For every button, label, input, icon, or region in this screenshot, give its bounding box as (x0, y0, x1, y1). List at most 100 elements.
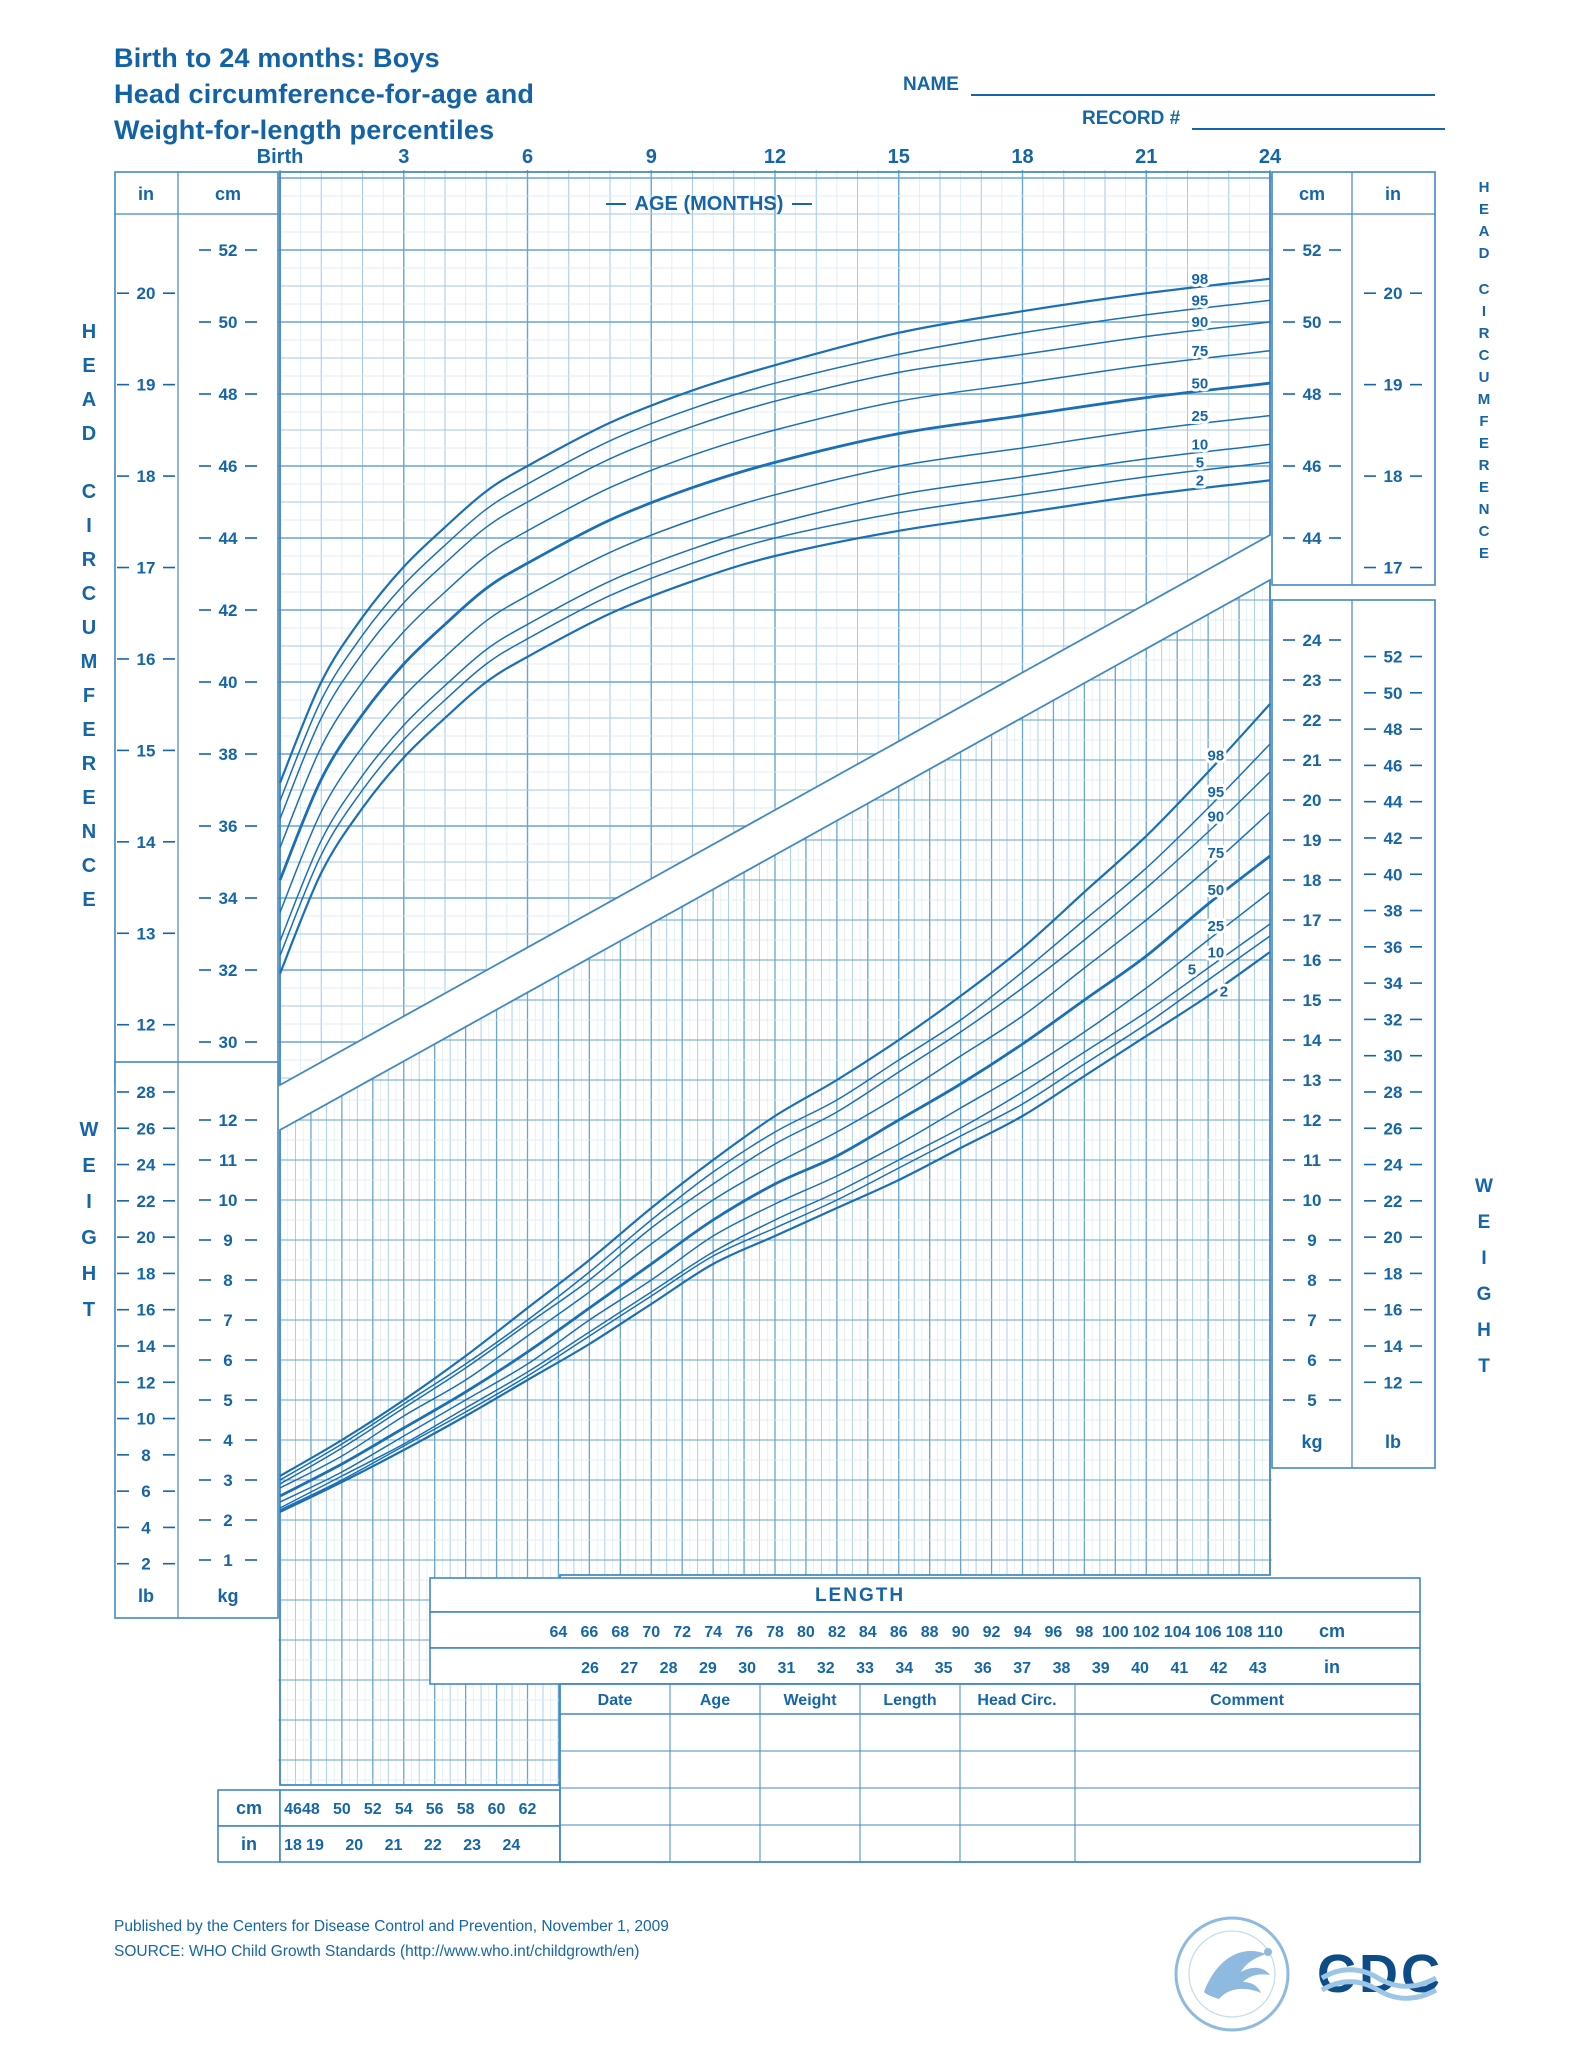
hc-right-axis-box (1271, 171, 1436, 586)
title-line-1: Birth to 24 months: Boys (114, 43, 440, 73)
hc-percentile-label-95: 95 (1192, 293, 1209, 310)
cdc-logo-wave (1320, 1967, 1438, 1989)
axis-tick-label: 26 (137, 1119, 156, 1138)
axis-tick-label: 19 (137, 376, 156, 395)
axis-tick-label: 23 (1303, 671, 1322, 690)
axis-tick-label: 20 (1384, 284, 1403, 303)
length-cm-tick: 88 (921, 1624, 939, 1641)
vertical-title-letter: R (1479, 457, 1490, 474)
wfl-percentile-curve-75 (279, 811, 1271, 1489)
small-length-cm-tick: 46 (284, 1801, 302, 1818)
axis-tick-label: 18 (137, 1264, 156, 1283)
axis-tick-label: 17 (1303, 911, 1322, 930)
axis-tick-label: 32 (1384, 1010, 1403, 1029)
vertical-title-letter: E (1479, 435, 1489, 452)
length-cm-tick: 102 (1133, 1624, 1160, 1641)
length-in-tick: 28 (660, 1660, 678, 1677)
hc-percentile-curve-5 (279, 461, 1271, 956)
footer: Published by the Centers for Disease Con… (114, 1914, 669, 1964)
axis-tick-label: 14 (1384, 1337, 1403, 1356)
length-cm-tick: 92 (983, 1624, 1001, 1641)
small-length-cm-tick: 54 (395, 1801, 413, 1818)
name-label: NAME (903, 74, 959, 95)
hc-percentile-curve-90 (279, 321, 1271, 820)
vertical-title-letter: D (82, 423, 96, 445)
vertical-title-letter: T (83, 1299, 95, 1321)
wfl-curves (279, 703, 1271, 1513)
axis-tick-label: 6 (223, 1351, 232, 1370)
small-length-cm-tick: 52 (364, 1801, 382, 1818)
hc-right-in-header: in (1385, 184, 1401, 204)
axis-tick-label: 3 (223, 1471, 232, 1490)
hc-percentile-label-2: 2 (1196, 473, 1204, 490)
cdc-logo-wave (1320, 1979, 1438, 2001)
wfl-percentile-label-25: 25 (1208, 918, 1225, 935)
vertical-title-letter: I (86, 515, 92, 537)
title-line-2: Head circumference-for-age and (114, 79, 535, 109)
vertical-title-letter: C (82, 855, 96, 877)
length-cm-tick: 108 (1226, 1624, 1253, 1641)
vertical-title-letter: E (1479, 545, 1489, 562)
axis-tick-label: 7 (223, 1311, 232, 1330)
small-length-cm-tick: 60 (488, 1801, 506, 1818)
axis-tick-label: 30 (1384, 1047, 1403, 1066)
wfl-percentile-curve-50 (279, 854, 1271, 1498)
axis-tick-label: 20 (1384, 1228, 1403, 1247)
length-cm-tick: 110 (1257, 1624, 1283, 1641)
length-in-tick: 31 (778, 1660, 796, 1677)
hc-percentile-curve-50 (278, 381, 1271, 881)
axis-tick-label: 24 (1303, 631, 1322, 650)
axis-tick-label: 17 (137, 559, 156, 578)
axis-tick-label: 10 (219, 1191, 238, 1210)
length-cm-tick: 76 (735, 1624, 753, 1641)
axis-tick-label: 40 (1384, 865, 1403, 884)
axis-tick-label: 1 (223, 1551, 232, 1570)
length-in-unit: in (1324, 1657, 1340, 1677)
length-in-tick: 35 (935, 1660, 953, 1677)
axis-tick-label: 18 (1384, 1264, 1403, 1283)
axis-tick-label: 38 (219, 745, 238, 764)
axis-tick-label: 24 (137, 1156, 156, 1175)
axis-tick-label: 18 (137, 467, 156, 486)
axis-tick-label: 22 (1303, 711, 1322, 730)
length-in-tick: 37 (1013, 1660, 1031, 1677)
axis-tick-label: 8 (141, 1446, 150, 1465)
length-in-tick: 36 (974, 1660, 992, 1677)
vertical-title-letter: G (81, 1227, 97, 1249)
hc-left-in-header: in (138, 184, 154, 204)
axis-tick-label: 13 (1303, 1071, 1322, 1090)
axis-tick-label: 8 (223, 1271, 232, 1290)
axis-tick-label: 16 (1303, 951, 1322, 970)
vertical-title-letter: E (82, 889, 95, 911)
age-tick-label: Birth (257, 146, 304, 168)
axis-tick-label: 46 (219, 457, 238, 476)
small-length-in-box (279, 1825, 561, 1863)
axis-tick-label: 34 (1384, 974, 1403, 993)
name-fill-line (970, 70, 1435, 96)
wfl-percentile-label-95: 95 (1208, 784, 1225, 801)
wfl-percentile-label-90: 90 (1208, 809, 1225, 826)
length-cm-tick: 82 (828, 1624, 846, 1641)
table-header-length: Length (883, 1692, 936, 1709)
wfl-percentile-label-2: 2 (1220, 984, 1228, 1001)
length-cm-tick: 100 (1102, 1624, 1129, 1641)
vertical-title-letter: U (1479, 369, 1490, 386)
axis-tick-label: 28 (137, 1083, 156, 1102)
title-line-3: Weight-for-length percentiles (114, 115, 495, 145)
axis-tick-label: 28 (1384, 1083, 1403, 1102)
axis-tick-label: 42 (1384, 829, 1403, 848)
length-axis-title: LENGTH (815, 1585, 905, 1606)
axis-tick-label: 15 (1303, 991, 1322, 1010)
axis-tick-label: 32 (219, 961, 238, 980)
record-label: RECORD # (1082, 108, 1181, 129)
age-tick-label: 21 (1135, 146, 1157, 168)
length-in-tick: 40 (1131, 1660, 1149, 1677)
vertical-title-letter: R (82, 549, 97, 571)
hc-percentile-curve-2 (278, 479, 1271, 975)
hc-percentile-label-75: 75 (1192, 343, 1209, 360)
vertical-title-letter: E (1479, 201, 1489, 218)
axis-tick-label: 18 (1303, 871, 1322, 890)
small-length-in-tick: 19 (306, 1837, 324, 1854)
age-tick-label: 12 (764, 146, 786, 168)
